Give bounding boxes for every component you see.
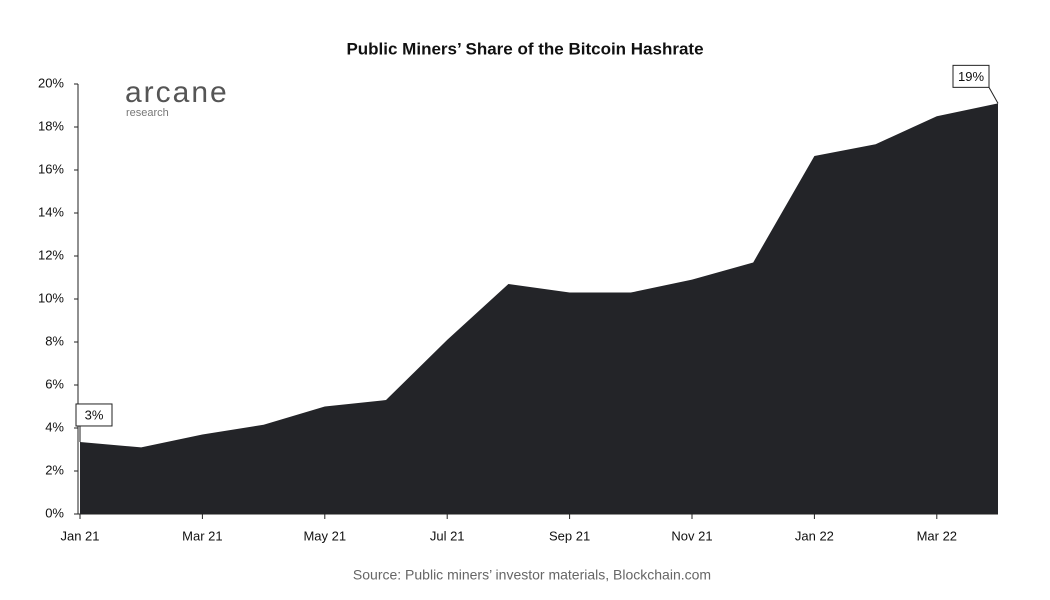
- y-tick-label: 6%: [45, 376, 64, 391]
- y-tick-label: 0%: [45, 505, 64, 520]
- x-tick-label: Jan 22: [795, 528, 834, 543]
- y-tick-label: 4%: [45, 419, 64, 434]
- y-tick-label: 10%: [38, 290, 64, 305]
- label-box: [75, 403, 113, 427]
- label-box: [952, 64, 990, 88]
- x-tick-label: Jan 21: [60, 528, 99, 543]
- source-note: Source: Public miners’ investor material…: [353, 567, 711, 583]
- label-leader: [988, 87, 999, 104]
- x-tick-label: Mar 22: [917, 528, 957, 543]
- y-tick-label: 8%: [45, 333, 64, 348]
- x-tick-label: Jul 21: [430, 528, 465, 543]
- y-tick-label: 2%: [45, 462, 64, 477]
- x-tick-label: May 21: [303, 528, 346, 543]
- y-tick-label: 14%: [38, 204, 64, 219]
- x-tick-label: Mar 21: [182, 528, 222, 543]
- y-tick-label: 20%: [38, 75, 64, 90]
- chart-title: Public Miners’ Share of the Bitcoin Hash…: [346, 39, 703, 58]
- value-label: 19%: [958, 69, 984, 84]
- y-tick-label: 18%: [38, 118, 64, 133]
- x-tick-label: Sep 21: [549, 528, 590, 543]
- y-tick-label: 12%: [38, 247, 64, 262]
- logo: arcane: [125, 76, 229, 109]
- area: [80, 103, 998, 514]
- logo-tagline: research: [126, 107, 169, 119]
- value-label: 3%: [85, 407, 104, 422]
- x-tick-label: Nov 21: [671, 528, 712, 543]
- y-tick-label: 16%: [38, 161, 64, 176]
